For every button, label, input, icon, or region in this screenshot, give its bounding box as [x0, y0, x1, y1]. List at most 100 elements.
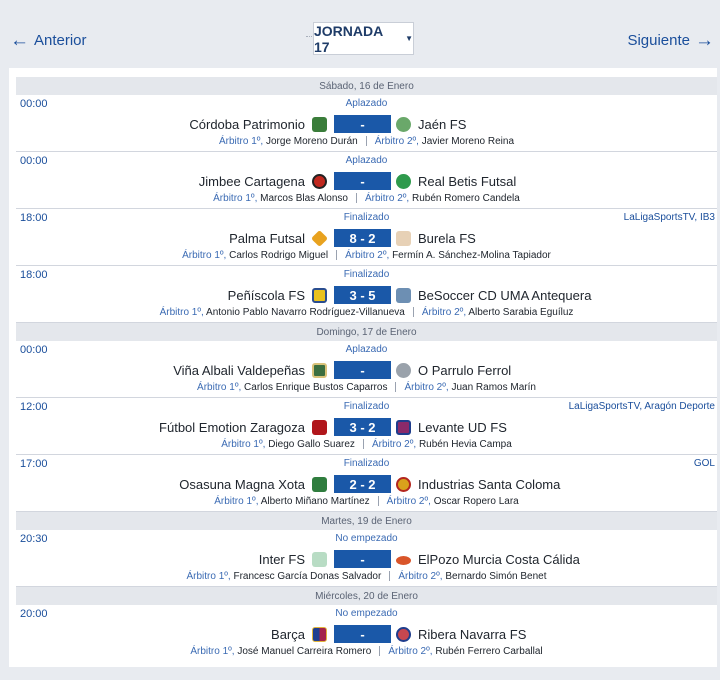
ferrol-crest-icon: [396, 362, 411, 378]
valdepenas-crest-icon: [312, 362, 327, 378]
away-team-name: Burela FS: [418, 230, 476, 246]
match-status: Finalizado: [343, 212, 390, 223]
referees: Árbitro 1º, Francesc García Donas Salvad…: [16, 571, 717, 582]
score: -: [360, 626, 365, 642]
away-team[interactable]: Burela FS: [396, 229, 476, 247]
match-time: 17:00: [20, 458, 48, 470]
referee-2-name: Rubén Hevia Campa: [418, 439, 512, 450]
away-team[interactable]: Industrias Santa Coloma: [396, 475, 560, 493]
match-time: 00:00: [20, 98, 48, 110]
home-team[interactable]: Viña Albali Valdepeñas: [173, 361, 327, 379]
match-row[interactable]: 00:00 Aplazado Viña Albali Valdepeñas - …: [16, 341, 717, 398]
score: 3 - 5: [349, 287, 376, 303]
fixtures-panel: Sábado, 16 de Enero 00:00 Aplazado Córdo…: [9, 68, 717, 667]
match-tv: GOL: [693, 458, 715, 469]
divider: [389, 571, 391, 582]
referee-1-name: Alberto Miñano Martínez: [260, 496, 370, 507]
match-status: Finalizado: [343, 401, 390, 412]
referees: Árbitro 1º, Carlos Enrique Bustos Caparr…: [16, 382, 717, 393]
arrow-left-icon: ←: [10, 30, 29, 51]
divider: [355, 193, 357, 204]
away-team[interactable]: O Parrulo Ferrol: [396, 361, 511, 379]
referee-2-label: Árbitro 2º,: [371, 439, 417, 450]
referee-2-label: Árbitro 2º,: [398, 571, 443, 582]
match-time: 12:00: [20, 401, 48, 413]
referee-2-name: Javier Moreno Reina: [421, 136, 514, 147]
match-status: Aplazado: [345, 344, 388, 355]
nav-next-label: Siguiente: [627, 32, 690, 49]
match-row[interactable]: 17:00 Finalizado GOL Osasuna Magna Xota …: [16, 455, 717, 512]
score: -: [360, 173, 365, 189]
day-header: Martes, 19 de Enero: [16, 512, 717, 530]
referee-1-name: Jorge Moreno Durán: [266, 136, 358, 147]
match-time: 20:00: [20, 608, 48, 620]
arrow-right-icon: →: [695, 30, 714, 51]
match-row[interactable]: 12:00 Finalizado LaLigaSportsTV, Aragón …: [16, 398, 717, 455]
home-team[interactable]: Osasuna Magna Xota: [179, 475, 327, 493]
match-row[interactable]: 18:00 Finalizado Peñíscola FS 3 - 5 BeSo…: [16, 266, 717, 323]
match-row[interactable]: 20:30 No empezado Inter FS - ElPozo Murc…: [16, 530, 717, 587]
match-row[interactable]: 20:00 No empezado Barça - Ribera Navarra…: [16, 605, 717, 662]
referees: Árbitro 1º, Alberto Miñano Martínez Árbit…: [16, 496, 717, 507]
referee-2-label: Árbitro 2º,: [421, 307, 467, 318]
nav-next-link[interactable]: Siguiente →: [627, 31, 714, 50]
match-row[interactable]: 00:00 Aplazado Córdoba Patrimonio - Jaén…: [16, 95, 717, 152]
home-team[interactable]: Fútbol Emotion Zaragoza: [159, 418, 327, 436]
home-team[interactable]: Jimbee Cartagena: [199, 172, 327, 190]
home-team-name: Peñíscola FS: [227, 287, 305, 303]
away-team[interactable]: BeSoccer CD UMA Antequera: [396, 286, 591, 304]
jornada-select[interactable]: JORNADA 17 ▼: [313, 22, 414, 55]
barca-crest-icon: [312, 626, 327, 642]
divider: [377, 496, 379, 507]
score-box: -: [334, 550, 391, 568]
cordoba-crest-icon: [312, 116, 327, 132]
match-row[interactable]: 18:00 Finalizado LaLigaSportsTV, IB3 Pal…: [16, 209, 717, 266]
antequera-crest-icon: [396, 287, 411, 303]
match-status: No empezado: [335, 608, 398, 619]
referee-2-name: Bernardo Simón Benet: [445, 571, 547, 582]
score-box: -: [334, 625, 391, 643]
day-header: Sábado, 16 de Enero: [16, 77, 717, 95]
away-team[interactable]: Ribera Navarra FS: [396, 625, 526, 643]
home-team[interactable]: Inter FS: [259, 550, 327, 568]
home-team-name: Inter FS: [258, 551, 305, 567]
referee-1-name: Carlos Enrique Bustos Caparros: [244, 382, 388, 393]
divider: [379, 646, 381, 657]
jornada-label: JORNADA 17: [314, 22, 383, 55]
divider: [365, 136, 367, 147]
palma-crest-icon: [311, 229, 328, 247]
nav-prev-link[interactable]: ← Anterior: [10, 31, 87, 50]
away-team-name: Real Betis Futsal: [418, 173, 517, 189]
home-team-name: Fútbol Emotion Zaragoza: [159, 419, 305, 435]
home-team[interactable]: Palma Futsal: [229, 229, 328, 247]
divider: [306, 36, 312, 37]
referees: Árbitro 1º, Jorge Moreno Durán Árbitro 2º…: [16, 136, 717, 147]
home-team[interactable]: Barça: [271, 625, 327, 643]
away-team[interactable]: ElPozo Murcia Costa Cálida: [396, 550, 580, 568]
match-time: 18:00: [20, 269, 48, 281]
away-team[interactable]: Levante UD FS: [396, 418, 507, 436]
home-team[interactable]: Córdoba Patrimonio: [189, 115, 327, 133]
referee-1-label: Árbitro 1º,: [190, 646, 235, 657]
referee-1-label: Árbitro 1º,: [182, 250, 227, 261]
score: 2 - 2: [349, 476, 376, 492]
nav-prev-label: Anterior: [34, 32, 87, 49]
match-tv: LaLigaSportsTV, IB3: [623, 212, 715, 223]
score-box: -: [334, 172, 391, 190]
match-row[interactable]: 00:00 Aplazado Jimbee Cartagena - Real B…: [16, 152, 717, 209]
score: -: [360, 551, 365, 567]
score-box: 3 - 2: [334, 418, 391, 436]
home-team[interactable]: Peñíscola FS: [228, 286, 327, 304]
referees: Árbitro 1º, Carlos Rodrigo Miguel Árbitro…: [16, 250, 717, 261]
referee-2-label: Árbitro 2º,: [345, 250, 390, 261]
away-team-name: ElPozo Murcia Costa Cálida: [418, 551, 580, 567]
referee-1-name: Francesc García Donas Salvador: [233, 571, 382, 582]
away-team-name: O Parrulo Ferrol: [418, 362, 512, 378]
away-team[interactable]: Jaén FS: [396, 115, 466, 133]
zaragoza-crest-icon: [312, 419, 327, 435]
referee-1-name: Marcos Blas Alonso: [260, 193, 348, 204]
inter-crest-icon: [312, 551, 327, 567]
referee-1-label: Árbitro 1º,: [214, 496, 259, 507]
away-team[interactable]: Real Betis Futsal: [396, 172, 516, 190]
referee-2-name: Alberto Sarabia Eguíluz: [468, 307, 574, 318]
